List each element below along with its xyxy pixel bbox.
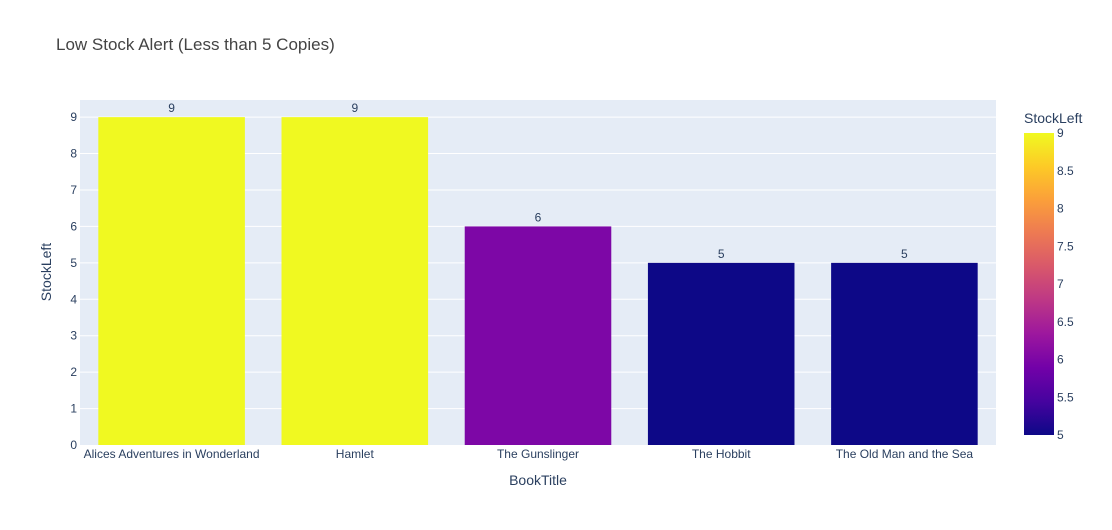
colorbar-tick-label: 8.5: [1057, 164, 1074, 178]
bar[interactable]: [464, 226, 612, 445]
data-label: 5: [718, 247, 725, 261]
chart-title: Low Stock Alert (Less than 5 Copies): [56, 35, 335, 54]
colorbar-tick-label: 7.5: [1057, 239, 1074, 253]
bars: [98, 117, 978, 445]
data-label: 9: [168, 101, 175, 115]
y-tick-label: 6: [70, 219, 77, 233]
colorbar-tick-label: 5: [1057, 428, 1064, 442]
data-label: 5: [901, 247, 908, 261]
y-tick-label: 9: [70, 110, 77, 124]
data-labels: 9 9 6 5 5: [168, 101, 908, 261]
colorbar-tick-label: 9: [1057, 126, 1064, 140]
x-tick-label: Alices Adventures in Wonderland: [84, 447, 260, 461]
x-tick-label: Hamlet: [336, 447, 375, 461]
bar[interactable]: [831, 262, 978, 445]
y-axis-title: StockLeft: [38, 243, 54, 301]
data-label: 6: [535, 210, 542, 224]
y-tick-label: 2: [70, 365, 77, 379]
y-tick-label: 3: [70, 329, 77, 343]
y-tick-label: 8: [70, 147, 77, 161]
y-tick-label: 4: [70, 292, 77, 306]
colorbar-tick-label: 7: [1057, 277, 1064, 291]
colorbar-tick-label: 6.5: [1057, 315, 1074, 329]
y-axis-ticks: 0 1 2 3 4 5 6 7 8 9: [70, 110, 77, 452]
colorbar: [1024, 133, 1054, 435]
y-tick-label: 0: [70, 438, 77, 452]
bar[interactable]: [281, 117, 429, 445]
x-axis-title: BookTitle: [509, 472, 567, 488]
colorbar-ticks: 5 5.5 6 6.5 7 7.5 8 8.5 9: [1057, 126, 1074, 442]
y-tick-label: 7: [70, 183, 77, 197]
colorbar-title: StockLeft: [1024, 110, 1082, 126]
y-tick-label: 1: [70, 402, 77, 416]
x-tick-label: The Hobbit: [692, 447, 751, 461]
x-tick-label: The Gunslinger: [497, 447, 579, 461]
bar[interactable]: [98, 117, 245, 445]
colorbar-tick-label: 5.5: [1057, 390, 1074, 404]
colorbar-tick-label: 6: [1057, 353, 1064, 367]
y-tick-label: 5: [70, 256, 77, 270]
colorbar-tick-label: 8: [1057, 202, 1064, 216]
bar[interactable]: [647, 262, 795, 445]
x-axis-ticks: Alices Adventures in Wonderland Hamlet The…: [84, 447, 974, 461]
data-label: 9: [351, 101, 358, 115]
x-tick-label: The Old Man and the Sea: [836, 447, 974, 461]
